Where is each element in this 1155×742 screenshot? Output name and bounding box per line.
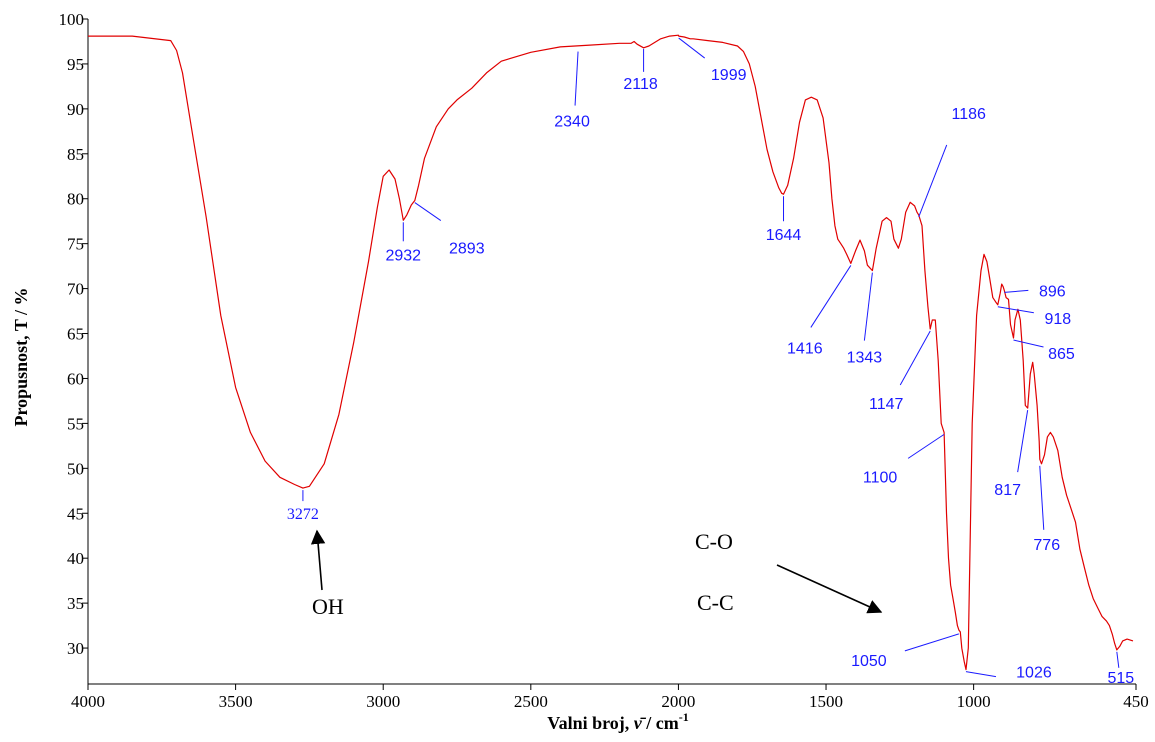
series-layer bbox=[88, 34, 1134, 671]
oh-arrow bbox=[310, 529, 326, 591]
x-axis-title-sup: -1 bbox=[679, 710, 689, 724]
x-ticks: 4000 3500 3000 2500 2000 1500 1000 450 bbox=[71, 684, 1149, 711]
peak-label: 776 bbox=[1033, 537, 1060, 554]
oh-label: OH bbox=[312, 594, 344, 619]
cc-label: C-C bbox=[697, 590, 734, 615]
peak-leader-line bbox=[810, 265, 852, 328]
y-ticks: 30 35 40 45 50 55 60 65 70 75 80 85 90 95 100 bbox=[59, 10, 88, 658]
x-tick-label: 1000 bbox=[957, 692, 991, 711]
peak-label: 1416 bbox=[787, 340, 823, 357]
y-tick-label: 45 bbox=[67, 504, 84, 523]
peak-label: 515 bbox=[1107, 670, 1134, 687]
y-tick-label: 30 bbox=[67, 639, 84, 658]
peak-label: 1999 bbox=[711, 67, 747, 84]
peak-label: 865 bbox=[1048, 346, 1075, 363]
x-axis-title: Valni broj, ν̄ / cm-1 bbox=[547, 710, 689, 733]
peak-labels: 3272 2932 2893 2118 2340 1999 1644 1416 1343 1186… bbox=[287, 67, 1134, 687]
x-tick-label: 450 bbox=[1123, 692, 1149, 711]
peak-leader-line bbox=[1039, 465, 1045, 530]
y-tick-label: 35 bbox=[67, 594, 84, 613]
y-tick-label: 70 bbox=[67, 280, 84, 299]
co-cc-arrow bbox=[776, 564, 883, 614]
peak-label: 3272 bbox=[287, 506, 319, 523]
peak-leader-line bbox=[414, 202, 442, 221]
peak-leader-lines bbox=[302, 37, 1120, 678]
y-tick-label: 50 bbox=[67, 459, 84, 478]
y-axis-title: Propusnost, T / % bbox=[11, 287, 31, 426]
peak-label: 1644 bbox=[766, 227, 802, 244]
peak-label: 896 bbox=[1039, 283, 1066, 300]
peak-leader-line bbox=[904, 633, 960, 652]
peak-leader-line bbox=[1017, 410, 1029, 473]
y-tick-label: 40 bbox=[67, 549, 84, 568]
peak-label: 1026 bbox=[1016, 665, 1052, 682]
peak-label: 2340 bbox=[554, 114, 590, 131]
peak-leader-line bbox=[899, 330, 931, 386]
peak-leader-line bbox=[965, 671, 997, 678]
peak-leader-line bbox=[1116, 651, 1120, 668]
peak-label: 1343 bbox=[847, 350, 883, 367]
peak-label: 2893 bbox=[449, 241, 485, 258]
x-tick-label: 3500 bbox=[219, 692, 253, 711]
y-tick-label: 60 bbox=[67, 369, 84, 388]
x-tick-label: 3000 bbox=[366, 692, 400, 711]
spectrum-line bbox=[88, 34, 1134, 671]
x-axis-title-text: Valni broj, bbox=[547, 713, 629, 733]
peak-leader-line bbox=[678, 37, 706, 59]
peak-leader-line bbox=[1004, 289, 1029, 293]
peak-leader-line bbox=[918, 144, 948, 218]
x-axis-title-unit: / cm bbox=[642, 713, 679, 733]
peak-leader-line bbox=[1013, 339, 1044, 348]
y-tick-label: 80 bbox=[67, 190, 84, 209]
y-tick-label: 75 bbox=[67, 235, 84, 254]
peak-label: 1100 bbox=[863, 469, 898, 486]
peak-label: 1186 bbox=[952, 106, 987, 123]
peak-label: 918 bbox=[1044, 311, 1071, 328]
peak-leader-line bbox=[907, 433, 945, 459]
group-annotations: OH C-O C-C bbox=[310, 529, 883, 619]
x-tick-label: 2500 bbox=[514, 692, 548, 711]
y-tick-label: 85 bbox=[67, 145, 84, 164]
axes bbox=[87, 19, 1136, 685]
x-tick-label: 4000 bbox=[71, 692, 105, 711]
x-tick-label: 1500 bbox=[809, 692, 843, 711]
peak-label: 2118 bbox=[623, 76, 658, 93]
y-tick-label: 55 bbox=[67, 414, 84, 433]
y-tick-label: 65 bbox=[67, 325, 84, 344]
peak-label: 1147 bbox=[869, 396, 904, 413]
y-tick-label: 95 bbox=[67, 55, 84, 74]
y-tick-label: 100 bbox=[59, 10, 85, 29]
co-label: C-O bbox=[695, 529, 733, 554]
peak-label: 2932 bbox=[385, 247, 421, 264]
x-tick-label: 2000 bbox=[661, 692, 695, 711]
peak-label: 817 bbox=[994, 482, 1021, 499]
peak-leader-line bbox=[574, 51, 579, 106]
peak-label: 1050 bbox=[851, 653, 887, 670]
y-tick-label: 90 bbox=[67, 100, 84, 119]
peak-leader-line bbox=[997, 306, 1034, 314]
peak-leader-line bbox=[863, 272, 873, 341]
